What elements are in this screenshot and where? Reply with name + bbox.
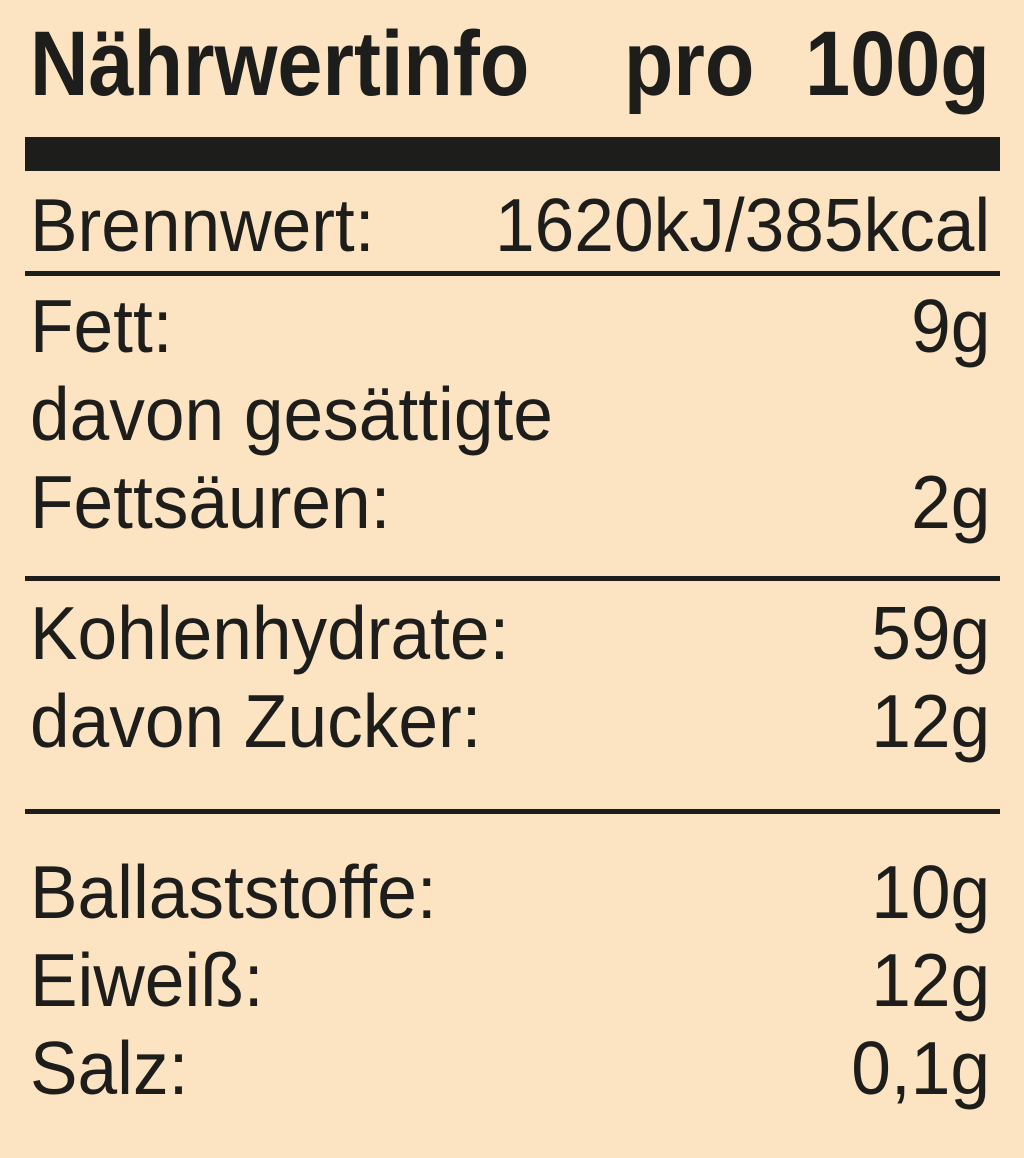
row-zucker: davon Zucker: 12g — [30, 677, 990, 765]
carbohydrate-section: Kohlenhydrate: 59g davon Zucker: 12g — [0, 589, 1024, 765]
title-word-100g: 100g — [805, 13, 990, 115]
row-fett-value: 9g — [910, 284, 990, 368]
row-ballaststoffe-value: 10g — [871, 850, 990, 934]
row-salz-value: 0,1g — [851, 1026, 990, 1110]
separator-after-energy — [25, 271, 1000, 276]
nutrition-label-content: Nährwertinfo pro 100g — [0, 14, 1024, 114]
row-ballaststoffe: Ballaststoffe: 10g — [30, 848, 990, 936]
rows-container: Brennwert: 1620kJ/385kcal — [0, 181, 1024, 269]
fat-section: Fett: 9g davon gesättigte Fettsäuren: 2g — [0, 282, 1024, 546]
separator-after-carbohydrates — [25, 809, 1000, 814]
row-kohlenhydrate: Kohlenhydrate: 59g — [30, 589, 990, 677]
row-fett: Fett: 9g — [30, 282, 990, 370]
separator-after-fat — [25, 576, 1000, 581]
row-brennwert-value: 1620kJ/385kcal — [494, 183, 990, 267]
row-zucker-value: 12g — [871, 679, 990, 763]
row-fett-label: Fett: — [30, 284, 173, 368]
row-brennwert: Brennwert: 1620kJ/385kcal — [30, 181, 990, 269]
title-divider-bar — [25, 137, 1000, 171]
row-kohlenhydrate-label: Kohlenhydrate: — [30, 591, 510, 675]
row-fettsaeuren-value: 2g — [910, 460, 990, 544]
row-fettsaeuren-label: Fettsäuren: — [30, 460, 391, 544]
row-gesaettigte-line1: davon gesättigte — [30, 370, 990, 458]
row-brennwert-label: Brennwert: — [30, 183, 375, 267]
other-nutrients-section: Ballaststoffe: 10g Eiweiß: 12g Salz: 0,1… — [0, 848, 1024, 1112]
row-ballaststoffe-label: Ballaststoffe: — [30, 850, 437, 934]
row-salz: Salz: 0,1g — [30, 1024, 990, 1112]
title-word-nahrwertinfo: Nährwertinfo — [30, 13, 530, 115]
title-word-pro: pro — [623, 13, 755, 115]
row-zucker-label: davon Zucker: — [30, 679, 482, 763]
row-gesaettigte-line1-label: davon gesättigte — [30, 372, 553, 456]
label-title: Nährwertinfo pro 100g — [30, 14, 990, 114]
row-eiweiss-value: 12g — [871, 938, 990, 1022]
row-fettsaeuren: Fettsäuren: 2g — [30, 458, 990, 546]
row-eiweiss: Eiweiß: 12g — [30, 936, 990, 1024]
row-kohlenhydrate-value: 59g — [871, 591, 990, 675]
row-eiweiss-label: Eiweiß: — [30, 938, 264, 1022]
row-salz-label: Salz: — [30, 1026, 189, 1110]
